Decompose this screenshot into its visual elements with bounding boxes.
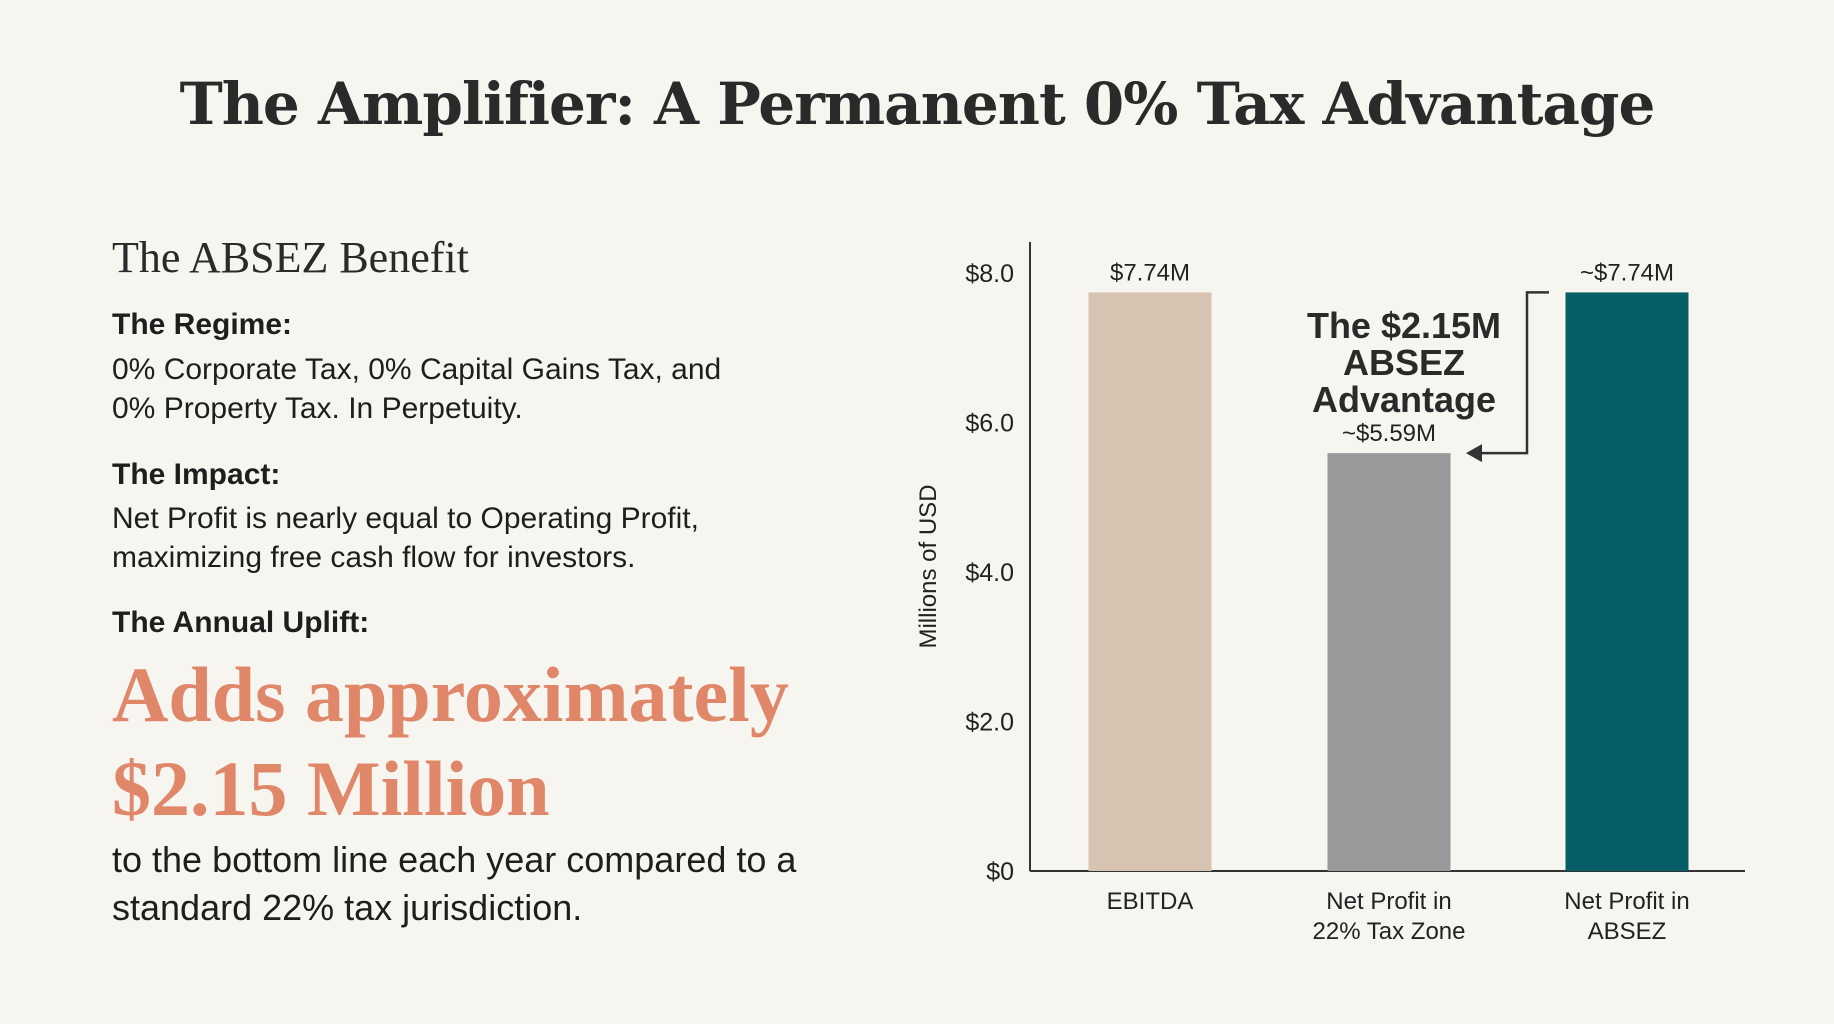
uplift-label: The Annual Uplift: <box>112 606 370 639</box>
annotation-text: The $2.15M <box>1307 305 1501 346</box>
uplift-highlight-line-2: $2.15 Million <box>112 745 550 832</box>
regime-label: The Regime: <box>112 308 293 341</box>
page-title: The Amplifier: A Permanent 0% Tax Advant… <box>179 70 1656 138</box>
data-label: ~$5.59M <box>1342 420 1436 447</box>
y-tick-label: $4.0 <box>965 559 1014 587</box>
bar <box>1327 453 1451 871</box>
impact-text: Net Profit is nearly equal to Operating … <box>112 502 699 574</box>
y-tick-label: $2.0 <box>965 709 1014 737</box>
annotation-text: Advantage <box>1312 379 1496 420</box>
data-label: ~$7.74M <box>1580 259 1674 286</box>
y-axis-label: Millions of USD <box>915 484 942 648</box>
arrow-head-icon <box>1466 444 1482 463</box>
data-label: $7.74M <box>1110 259 1190 286</box>
impact-label: The Impact: <box>112 458 281 491</box>
uplift-highlight-line-1: Adds approximately <box>112 651 789 738</box>
annotation-bracket <box>1474 291 1549 455</box>
y-tick-label: $6.0 <box>965 410 1014 438</box>
uplift-highlight: Adds approximately $2.15 Million <box>112 648 789 836</box>
bar <box>1565 292 1689 871</box>
bar <box>1088 292 1212 871</box>
regime-text: 0% Corporate Tax, 0% Capital Gains Tax, … <box>112 353 722 425</box>
uplift-text: to the bottom line each year compared to… <box>112 839 797 928</box>
annotation-text: ABSEZ <box>1343 342 1465 383</box>
section-heading: The ABSEZ Benefit <box>112 233 469 282</box>
x-tick-label: EBITDA <box>1107 888 1194 915</box>
y-tick-label: $0 <box>986 858 1014 886</box>
y-tick-label: $8.0 <box>965 260 1014 288</box>
x-tick-label: Net Profit in <box>1564 888 1689 915</box>
x-tick-label: ABSEZ <box>1588 918 1667 945</box>
x-tick-label: Net Profit in <box>1326 888 1451 915</box>
x-tick-label: 22% Tax Zone <box>1313 918 1466 945</box>
